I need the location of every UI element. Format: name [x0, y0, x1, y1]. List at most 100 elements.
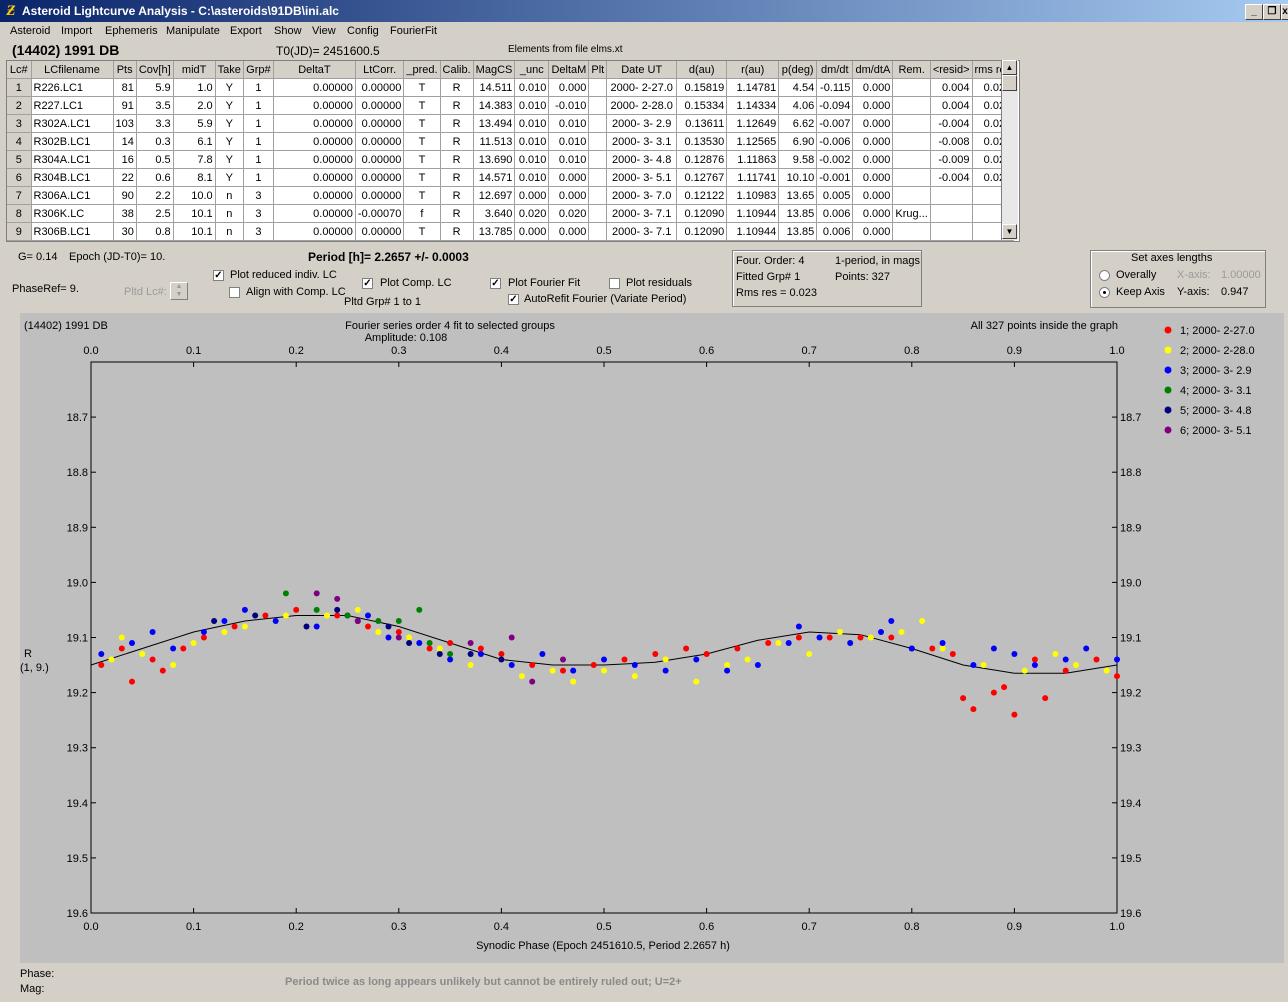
table-cell[interactable]: -0.006	[816, 132, 854, 151]
table-cell[interactable]: 0.13530	[676, 132, 728, 151]
table-cell[interactable]: 5	[7, 150, 32, 169]
table-cell[interactable]	[892, 96, 931, 115]
table-cell[interactable]: 5.9	[173, 114, 216, 133]
table-cell[interactable]: T	[403, 150, 441, 169]
table-cell[interactable]: 0.00000	[273, 114, 356, 133]
table-cell[interactable]: 6.62	[778, 114, 818, 133]
table-cell[interactable]: T	[403, 186, 441, 205]
table-row[interactable]: 6 R304B.LC1 22 0.6 8.1 Y 1 0.00000 0.00000 T R 14.5…	[7, 168, 1015, 187]
table-cell[interactable]: 91	[113, 96, 137, 115]
table-cell[interactable]: 5.9	[136, 78, 174, 97]
scroll-thumb[interactable]	[1002, 75, 1017, 91]
table-cell[interactable]: R	[440, 78, 474, 97]
table-cell[interactable]: 0.00000	[273, 222, 356, 241]
column-header[interactable]: LtCorr.	[355, 61, 405, 79]
table-row[interactable]: 2 R227.LC1 91 3.5 2.0 Y 1 0.00000 0.00000 T R 14.38…	[7, 96, 1015, 115]
column-header[interactable]: midT	[173, 61, 216, 79]
table-cell[interactable]: R	[440, 168, 474, 187]
table-cell[interactable]: 13.85	[778, 204, 818, 223]
table-cell[interactable]: 11.513	[473, 132, 516, 151]
scroll-up-arrow-icon[interactable]: ▲	[1002, 60, 1017, 75]
table-cell[interactable]: 14.571	[473, 168, 516, 187]
table-row[interactable]: 7 R306A.LC1 90 2.2 10.0 n 3 0.00000 0.00000 T R 12.…	[7, 186, 1015, 205]
table-cell[interactable]	[892, 222, 931, 241]
table-cell[interactable]	[588, 96, 608, 115]
table-cell[interactable]: 0.020	[514, 204, 550, 223]
plot-fourier-checkbox[interactable]: ✓	[490, 278, 501, 289]
table-cell[interactable]: 0.010	[514, 78, 550, 97]
table-cell[interactable]: 0.00000	[355, 168, 405, 187]
table-cell[interactable]: 0.000	[548, 186, 590, 205]
table-cell[interactable]: 22	[113, 168, 137, 187]
table-cell[interactable]: 30	[113, 222, 137, 241]
table-cell[interactable]: 4	[7, 132, 32, 151]
menu-import[interactable]: Import	[61, 25, 93, 37]
table-cell[interactable]: -0.007	[816, 114, 854, 133]
table-cell[interactable]: 3	[243, 222, 274, 241]
table-cell[interactable]: R302A.LC1	[31, 114, 114, 133]
table-cell[interactable]: 1.14334	[726, 96, 780, 115]
table-cell[interactable]: 103	[113, 114, 137, 133]
table-cell[interactable]: 0.010	[514, 150, 550, 169]
table-cell[interactable]: 0.12090	[676, 222, 728, 241]
table-cell[interactable]: 0.00000	[355, 114, 405, 133]
column-header[interactable]: Cov[h]	[136, 61, 174, 79]
table-cell[interactable]: n	[215, 204, 244, 223]
table-cell[interactable]: 1	[243, 150, 274, 169]
table-cell[interactable]: 0.000	[548, 168, 590, 187]
table-cell[interactable]: 1.11741	[726, 168, 780, 187]
table-cell[interactable]: 81	[113, 78, 137, 97]
table-row[interactable]: 5 R304A.LC1 16 0.5 7.8 Y 1 0.00000 0.00000 T R 13.6…	[7, 150, 1015, 169]
table-cell[interactable]: 0.000	[852, 132, 894, 151]
table-cell[interactable]: 0.12767	[676, 168, 728, 187]
table-row[interactable]: 4 R302B.LC1 14 0.3 6.1 Y 1 0.00000 0.00000 T R 11.5…	[7, 132, 1015, 151]
table-cell[interactable]: Y	[215, 150, 244, 169]
column-header[interactable]: dm/dtA	[852, 61, 894, 79]
column-header[interactable]: Rem.	[892, 61, 931, 79]
table-cell[interactable]: -0.00070	[355, 204, 405, 223]
table-cell[interactable]	[892, 114, 931, 133]
table-cell[interactable]: 12.697	[473, 186, 516, 205]
table-cell[interactable]: 7	[7, 186, 32, 205]
table-cell[interactable]: T	[403, 114, 441, 133]
table-cell[interactable]	[892, 186, 931, 205]
table-cell[interactable]: 8	[7, 204, 32, 223]
table-cell[interactable]: 0.00000	[355, 96, 405, 115]
table-cell[interactable]: R306B.LC1	[31, 222, 114, 241]
autorefit-checkbox[interactable]: ✓	[508, 294, 519, 305]
column-header[interactable]: Date UT	[606, 61, 678, 79]
table-cell[interactable]: 0.000	[548, 78, 590, 97]
table-cell[interactable]: 1.10944	[726, 222, 780, 241]
table-cell[interactable]: 8.1	[173, 168, 216, 187]
table-cell[interactable]	[930, 186, 973, 205]
table-cell[interactable]: 3	[7, 114, 32, 133]
table-cell[interactable]: 0.13611	[676, 114, 728, 133]
table-cell[interactable]: 2000- 3- 7.0	[606, 186, 678, 205]
keep-axis-radio[interactable]	[1099, 287, 1110, 298]
table-cell[interactable]: Y	[215, 132, 244, 151]
table-cell[interactable]: 0.010	[514, 132, 550, 151]
table-cell[interactable]: R302B.LC1	[31, 132, 114, 151]
table-cell[interactable]: R	[440, 204, 474, 223]
table-cell[interactable]: 0.000	[852, 150, 894, 169]
table-cell[interactable]: 0.000	[514, 222, 550, 241]
table-cell[interactable]: 1	[243, 96, 274, 115]
plot-residuals-checkbox[interactable]	[609, 278, 620, 289]
menu-fourierfit[interactable]: FourierFit	[390, 25, 438, 37]
table-cell[interactable]: 2000- 3- 7.1	[606, 222, 678, 241]
table-cell[interactable]: 9	[7, 222, 32, 241]
table-cell[interactable]	[588, 150, 608, 169]
column-header[interactable]: DeltaM	[548, 61, 590, 79]
table-cell[interactable]: 14.511	[473, 78, 516, 97]
table-cell[interactable]: 14	[113, 132, 137, 151]
menu-manipulate[interactable]: Manipulate	[166, 25, 220, 37]
table-cell[interactable]: 1	[7, 78, 32, 97]
table-cell[interactable]: 4.54	[778, 78, 818, 97]
table-cell[interactable]: 2000- 3- 5.1	[606, 168, 678, 187]
table-cell[interactable]: 0.000	[548, 222, 590, 241]
table-cell[interactable]: 38	[113, 204, 137, 223]
table-cell[interactable]: 0.12876	[676, 150, 728, 169]
table-cell[interactable]: R226.LC1	[31, 78, 114, 97]
table-cell[interactable]: 0.15334	[676, 96, 728, 115]
table-cell[interactable]: T	[403, 132, 441, 151]
